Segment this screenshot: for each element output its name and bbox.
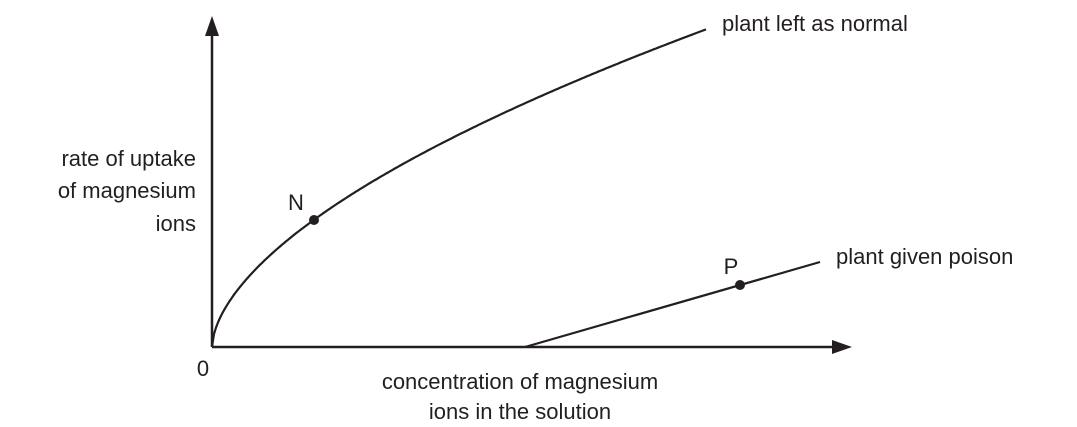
y-axis-label: ions (156, 211, 196, 236)
point-n (309, 215, 319, 225)
y-axis-arrow (205, 16, 219, 36)
point-p (735, 280, 745, 290)
y-axis-label: rate of uptake (61, 146, 196, 171)
normal-curve (210, 28, 707, 348)
x-axis-label: ions in the solution (429, 399, 611, 424)
origin-label: 0 (197, 356, 209, 381)
curve-label: plant given poison (836, 244, 1013, 269)
poison-line (524, 260, 821, 349)
x-axis-label: concentration of magnesium (382, 369, 658, 394)
point-label: N (288, 190, 304, 215)
curve-label: plant left as normal (722, 11, 908, 36)
point-label: P (724, 254, 739, 279)
y-axis-label: of magnesium (58, 178, 196, 203)
x-axis-arrow (832, 340, 852, 354)
